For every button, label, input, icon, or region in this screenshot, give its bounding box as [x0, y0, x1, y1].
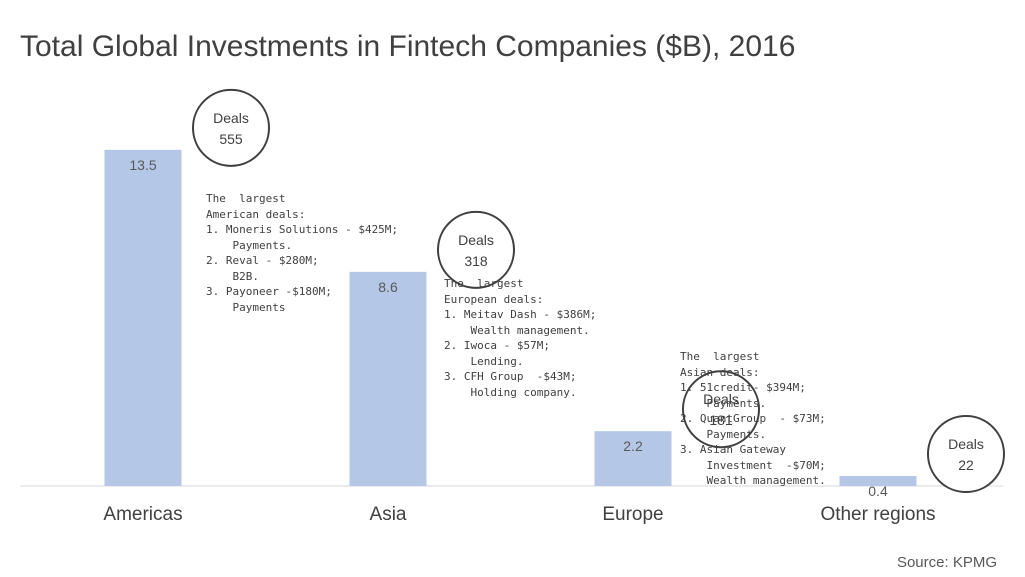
- category-label-other-regions: Other regions: [820, 504, 935, 525]
- category-label-europe: Europe: [602, 504, 663, 525]
- category-label-americas: Americas: [103, 504, 182, 525]
- chart-title: Total Global Investments in Fintech Comp…: [20, 30, 796, 63]
- deals-bubble-asia: [437, 210, 515, 289]
- deals-bubble-other-regions: [927, 415, 1005, 494]
- deals-label-europe: Deals: [703, 391, 739, 407]
- category-label-asia: Asia: [370, 504, 407, 525]
- bar-europe: [594, 431, 672, 486]
- bar-asia: [349, 271, 427, 486]
- deals-count-other-regions: 22: [958, 457, 974, 473]
- data-label-other-regions: 0.4: [868, 483, 888, 499]
- deals-bubble-europe: [682, 370, 760, 449]
- deals-count-asia: 318: [464, 253, 488, 269]
- data-label-americas: 13.5: [129, 157, 156, 173]
- data-label-europe: 2.2: [623, 438, 643, 454]
- deals-label-asia: Deals: [458, 232, 494, 248]
- deals-count-europe: 181: [709, 412, 733, 428]
- asia-deals-note: The largest Asian deals: 1. 51credit- $3…: [680, 350, 826, 487]
- deals-count-americas: 555: [219, 131, 243, 147]
- europe-deals-note: The largest European deals: 1. Meitav Da…: [444, 277, 597, 399]
- bar-other-regions: [839, 476, 917, 486]
- bar-americas: [104, 149, 182, 486]
- source-label: Source: KPMG: [896, 554, 997, 571]
- deals-label-other-regions: Deals: [948, 436, 984, 452]
- data-label-asia: 8.6: [378, 279, 398, 295]
- americas-deals-note: The largest American deals: 1. Moneris S…: [206, 192, 399, 314]
- deals-label-americas: Deals: [213, 110, 249, 126]
- deals-bubble-americas: [192, 88, 270, 167]
